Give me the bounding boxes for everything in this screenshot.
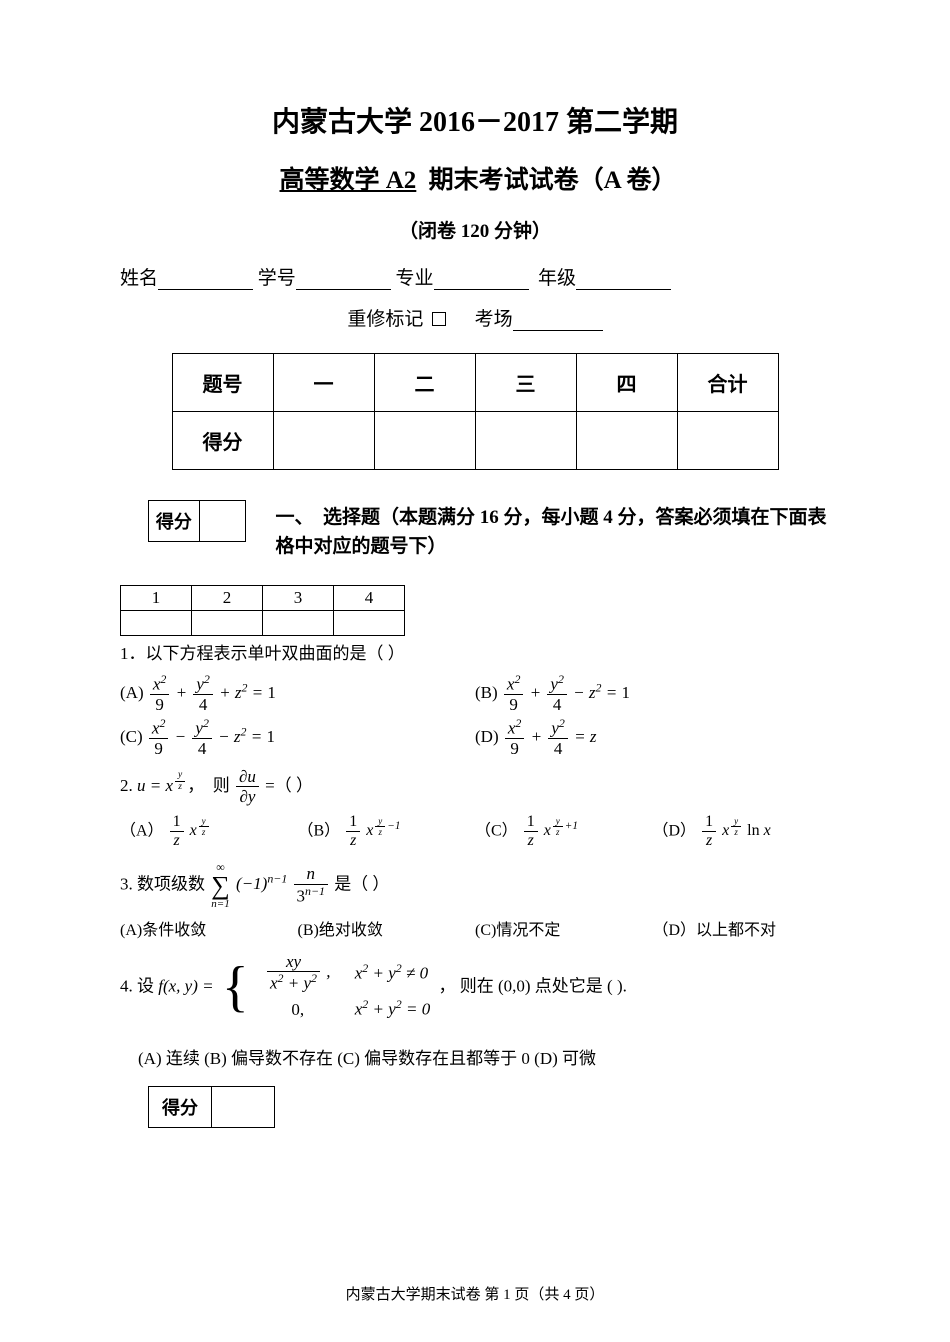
q2-stem: 2. u = xyz， 则 ∂u∂y =（ ） [120, 767, 830, 807]
row-header-qnum: 题号 [172, 354, 273, 412]
q2-opt-A-prefix: （A） [120, 822, 164, 839]
table-row: 题号 一 二 三 四 合计 [172, 354, 778, 412]
answer-cell[interactable] [334, 611, 405, 636]
page-title-line2: 高等数学 A2 期末考试试卷（A 卷） [120, 160, 830, 196]
answer-col-4: 4 [334, 586, 405, 611]
course-name: 高等数学 A2 [274, 167, 423, 194]
q2-opt-B-prefix: （B） [298, 822, 341, 839]
repair-label: 重修标记 [347, 309, 423, 330]
answer-col-1: 1 [121, 586, 192, 611]
section-heading: 一、 选择题（本题满分 16 分，每小题 4 分，答案必须填在下面表格中对应的题… [276, 500, 830, 561]
answer-grid: 1 2 3 4 [120, 585, 405, 636]
answer-col-2: 2 [192, 586, 263, 611]
q4-options: (A) 连续 (B) 偏导数不存在 (C) 偏导数存在且都等于 0 (D) 可微 [138, 1045, 830, 1072]
col-4: 四 [576, 354, 677, 412]
q3-stem-prefix: 3. 数项级数 [120, 874, 205, 893]
answer-cell[interactable] [192, 611, 263, 636]
section-score-cell[interactable] [212, 1087, 275, 1128]
table-row: 1 2 3 4 [121, 586, 405, 611]
section-score-label: 得分 [149, 1087, 212, 1128]
score-cell[interactable] [374, 412, 475, 470]
q4-stem-prefix: 4. 设 [120, 976, 154, 995]
q2-stem-prefix: 2. [120, 776, 133, 795]
answer-cell[interactable] [263, 611, 334, 636]
name-label: 姓名 [120, 268, 158, 289]
q2-opt-C-prefix: （C） [475, 822, 518, 839]
major-blank[interactable] [434, 270, 529, 290]
repair-row: 重修标记 考场 [120, 304, 830, 331]
q3-options: (A)条件收敛 (B)绝对收敛 (C)情况不定 （D）以上都不对 [120, 916, 830, 940]
col-3: 三 [475, 354, 576, 412]
grade-blank[interactable] [576, 270, 671, 290]
student-no-blank[interactable] [296, 270, 391, 290]
row-header-score: 得分 [172, 412, 273, 470]
grade-label: 年级 [538, 268, 576, 289]
section-1-header: 得分 一、 选择题（本题满分 16 分，每小题 4 分，答案必须填在下面表格中对… [148, 500, 830, 561]
q4-fxy: f(x, y) = [158, 976, 213, 995]
q1-opt-B-prefix: (B) [475, 683, 498, 702]
q4-stem: 4. 设 f(x, y) = { xyx2 + y2 , x2 + y2 ≠ 0… [120, 950, 830, 1026]
q2-stem-tail: =（ ） [265, 776, 313, 795]
q1-options: (A) x29 + y24 + z2 = 1 (B) x29 + y24 − z… [120, 673, 830, 759]
q3-opt-B: (B)绝对收敛 [298, 916, 476, 940]
section-number: 一、 [276, 507, 314, 528]
col-1: 一 [273, 354, 374, 412]
section-score-cell[interactable] [199, 501, 245, 542]
score-cell[interactable] [677, 412, 778, 470]
repair-checkbox[interactable] [432, 312, 446, 326]
section-score-box-2: 得分 [148, 1086, 275, 1128]
answer-col-3: 3 [263, 586, 334, 611]
room-label: 考场 [475, 309, 513, 330]
exam-title-rest: 期末考试试卷（A 卷） [429, 167, 677, 194]
q3-stem: 3. 数项级数 ∞∑n=1 (−1)n−1 n3n−1 是（ ） [120, 861, 830, 910]
q1-opt-D-prefix: (D) [475, 727, 499, 746]
score-table: 题号 一 二 三 四 合计 得分 [172, 353, 779, 470]
score-cell[interactable] [475, 412, 576, 470]
score-cell[interactable] [576, 412, 677, 470]
section-title: 选择题（本题满分 16 分，每小题 4 分，答案必须填在下面表格中对应的题号下） [276, 507, 827, 557]
q3-opt-D: （D）以上都不对 [653, 916, 831, 940]
exam-subtitle: （闭卷 120 分钟） [120, 216, 830, 243]
page-title-line1: 内蒙古大学 2016－2017 第二学期 [120, 100, 830, 140]
name-blank[interactable] [158, 270, 253, 290]
q1-opt-C-prefix: (C) [120, 727, 143, 746]
section-score-label: 得分 [149, 501, 200, 542]
q3-stem-suffix: 是（ ） [334, 874, 389, 893]
q4-stem-suffix: ， 则在 (0,0) 点处它是 ( ). [438, 976, 626, 995]
col-2: 二 [374, 354, 475, 412]
answer-cell[interactable] [121, 611, 192, 636]
table-row [121, 611, 405, 636]
q2-options: （A） 1z xyz （B） 1z xyz−1 （C） 1z xyz+1 （D）… [120, 813, 830, 851]
table-row: 得分 [172, 412, 778, 470]
q1-opt-A-prefix: (A) [120, 683, 144, 702]
section-score-box: 得分 [148, 500, 246, 542]
q1-stem: 1．以下方程表示单叶双曲面的是（ ） [120, 640, 830, 667]
score-cell[interactable] [273, 412, 374, 470]
room-blank[interactable] [513, 311, 603, 331]
q2-opt-D-prefix: （D） [653, 822, 697, 839]
q3-opt-A: (A)条件收敛 [120, 916, 298, 940]
student-info-row: 姓名 学号 专业 年级 [120, 263, 830, 290]
page-footer: 内蒙古大学期末试卷 第 1 页（共 4 页） [0, 1283, 950, 1304]
q3-opt-C: (C)情况不定 [475, 916, 653, 940]
col-total: 合计 [677, 354, 778, 412]
major-label: 专业 [396, 268, 434, 289]
student-no-label: 学号 [258, 268, 296, 289]
